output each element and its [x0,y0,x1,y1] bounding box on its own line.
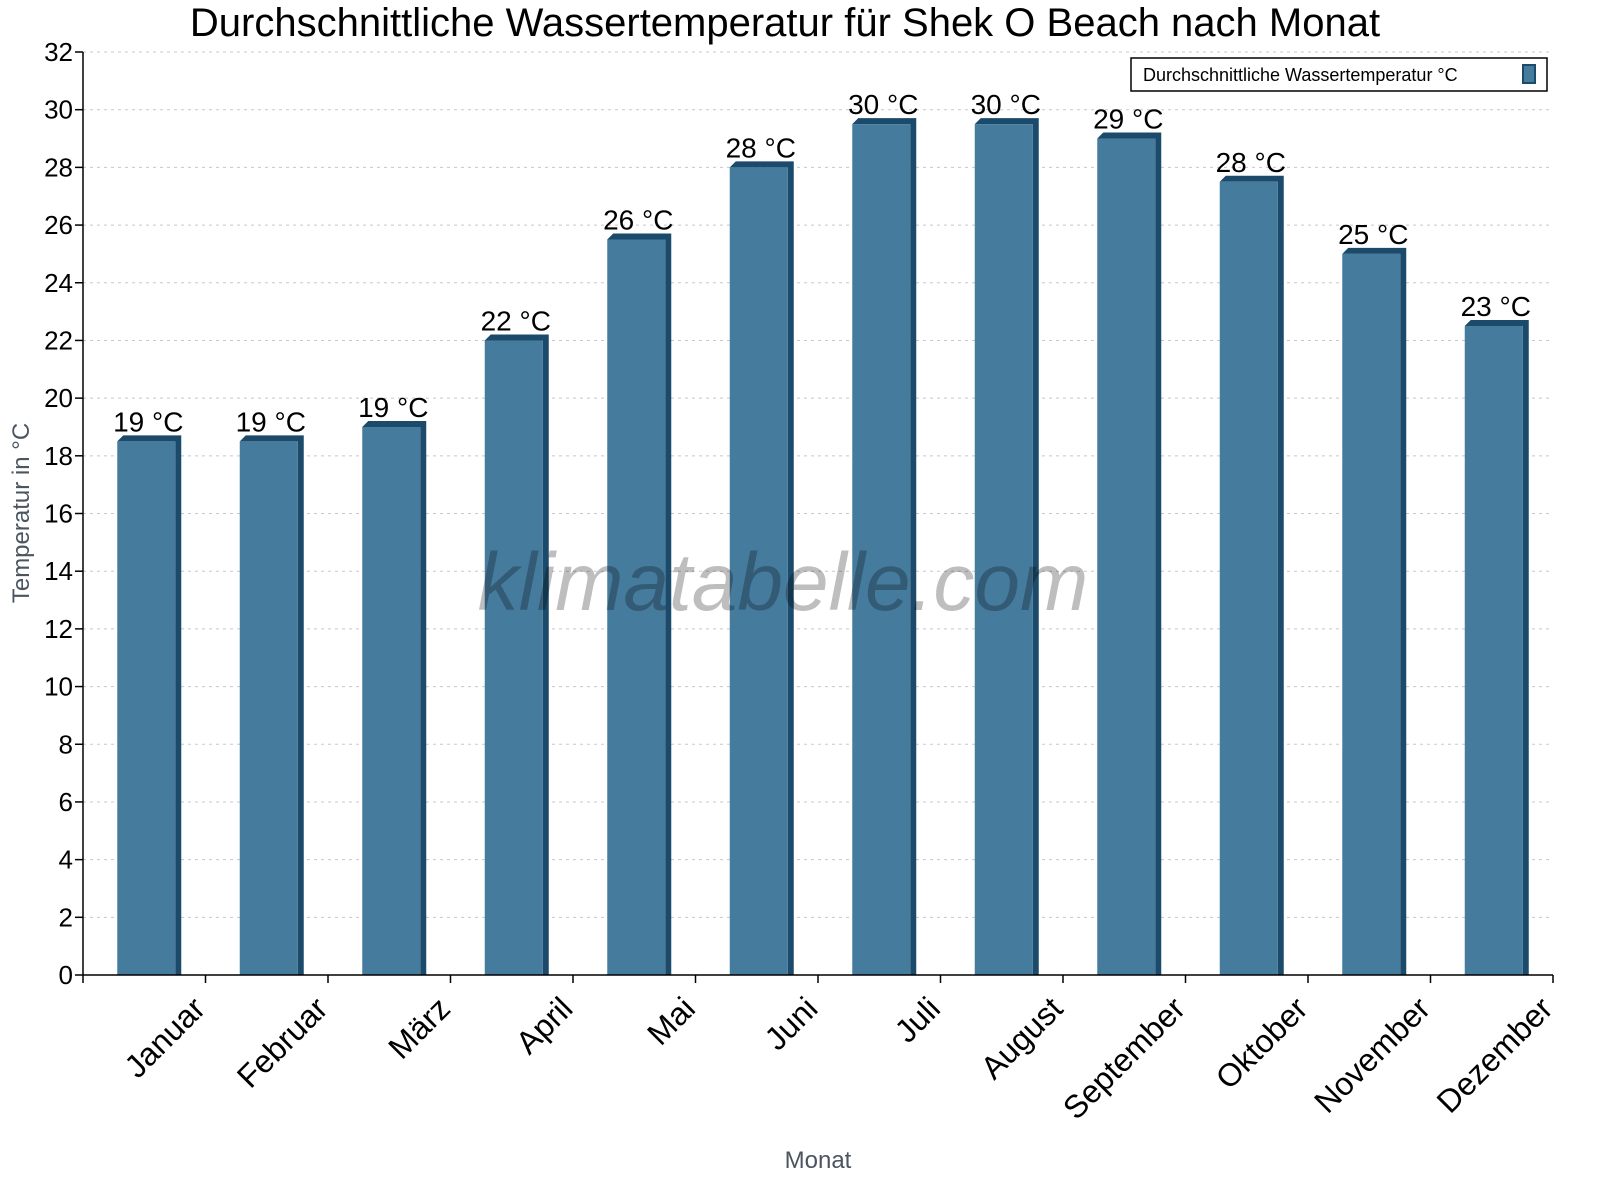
bar [1342,253,1401,975]
watermark: klimatabelle.com [478,537,1089,628]
bar [239,441,298,975]
x-tick-label: August [974,990,1070,1086]
data-label: 26 °C [603,204,673,235]
data-label: 30 °C [971,89,1041,120]
legend-swatch [1522,64,1536,84]
bar [1097,138,1156,975]
y-tick-label: 6 [59,787,73,817]
y-tick-label: 4 [59,845,73,875]
y-tick-label: 30 [44,95,73,125]
bar [607,239,666,975]
bar [974,124,1033,975]
data-label: 23 °C [1461,291,1531,322]
data-label: 22 °C [481,305,551,336]
bar [484,340,543,975]
x-tick-label: November [1307,990,1437,1120]
y-tick-label: 32 [44,37,73,67]
legend-label: Durchschnittliche Wassertemperatur °C [1143,65,1458,85]
x-tick-label: Januar [117,990,212,1085]
y-tick-label: 26 [44,210,73,240]
x-tick-label: März [381,990,457,1066]
y-tick-label: 10 [44,672,73,702]
bar [1219,181,1278,975]
y-axis-label: Temperatur in °C [8,423,35,603]
data-label: 28 °C [1216,147,1286,178]
y-tick-label: 16 [44,499,73,529]
y-tick-label: 28 [44,152,73,182]
bar [729,167,788,975]
y-tick-label: 8 [59,729,73,759]
chart-title: Durchschnittliche Wassertemperatur für S… [190,1,1380,45]
data-label: 19 °C [236,406,306,437]
data-label: 25 °C [1338,219,1408,250]
x-tick-label: Oktober [1209,990,1315,1096]
gridlines [83,51,1553,918]
y-tick-label: 18 [44,441,73,471]
data-label: 19 °C [358,392,428,423]
x-tick-label: Juli [888,990,947,1049]
data-label: 29 °C [1093,104,1163,135]
bar [852,124,911,975]
x-tick-label: Dezember [1430,990,1560,1120]
y-tick-label: 0 [59,960,73,990]
bars: 19 °C 19 °C 19 °C 22 °C 26 °C 28 °C 30 °C 30 °C… [113,89,1531,975]
x-tick-label: Februar [230,990,335,1095]
y-tick-label: 12 [44,614,73,644]
x-axis-label: Monat [785,1147,852,1174]
data-label: 30 °C [848,89,918,120]
x-tick-label: April [509,990,580,1061]
x-tick-label: Mai [640,990,702,1052]
x-tick-label: September [1056,990,1192,1126]
y-tick-label: 22 [44,325,73,355]
legend-box [1130,57,1548,92]
y-tick-label: 20 [44,383,73,413]
y-tick-label: 2 [59,902,73,932]
bar [362,426,421,975]
data-label: 19 °C [113,406,183,437]
x-tick-label: Juni [758,990,825,1057]
legend: Durchschnittliche Wassertemperatur °C [1130,57,1548,92]
data-label: 28 °C [726,132,796,163]
bar [1464,326,1523,975]
y-tick-label: 24 [44,268,73,298]
bar [117,441,176,975]
y-tick-label: 14 [44,556,73,586]
